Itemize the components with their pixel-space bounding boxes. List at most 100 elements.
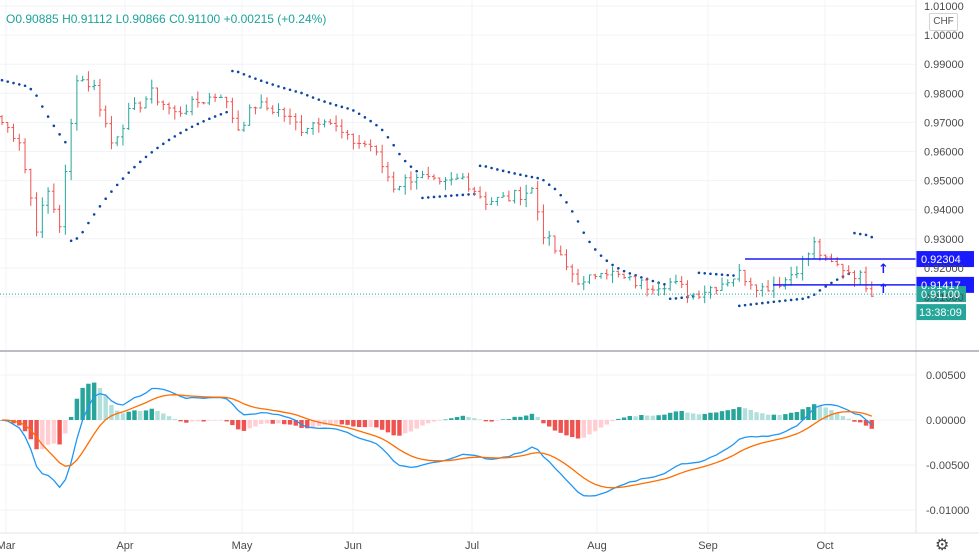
macd-histogram-bar	[270, 420, 275, 424]
psar-dot	[282, 86, 286, 90]
psar-dot	[864, 233, 868, 237]
macd-histogram-bar	[627, 415, 633, 420]
macd-histogram-bar	[547, 420, 552, 427]
psar-dot	[294, 90, 298, 93]
psar-dot	[64, 140, 67, 144]
psar-dot	[300, 91, 303, 95]
macd-histogram-bar	[80, 387, 85, 420]
macd-histogram-bar	[207, 420, 212, 421]
ohlc-high: H0.91112	[62, 12, 113, 26]
psar-dot	[582, 231, 586, 234]
macd-histogram-bar	[754, 412, 759, 420]
macd-histogram-bar	[126, 411, 131, 420]
psar-dot	[824, 285, 827, 288]
psar-dot	[150, 150, 154, 154]
psar-dot	[761, 301, 764, 305]
psar-dot	[449, 194, 453, 197]
macd-histogram-bar	[500, 419, 506, 420]
macd-histogram-bar	[218, 420, 224, 421]
time-tick-label: Jun	[344, 540, 362, 552]
macd-histogram-bar	[143, 410, 149, 420]
macd-line	[1, 387, 873, 497]
macd-histogram-bar	[408, 420, 414, 432]
psar-dot	[789, 298, 793, 302]
psar-dot	[853, 231, 856, 235]
macd-histogram-bar	[449, 418, 454, 420]
macd-histogram-bar	[598, 420, 604, 428]
signal-line	[1, 394, 873, 489]
macd-histogram-bar	[109, 404, 114, 420]
macd-histogram-bar	[771, 414, 777, 420]
macd-histogram-bar	[172, 419, 177, 420]
countdown-label: 13:38:09	[919, 307, 962, 319]
macd-histogram-bar	[184, 420, 189, 423]
macd-histogram-bar	[68, 416, 74, 420]
macd-histogram-bar	[667, 412, 673, 420]
macd-histogram-bar	[63, 420, 68, 434]
psar-dot	[288, 88, 292, 92]
ohlc-close: C0.91100	[169, 12, 221, 26]
psar-dot	[248, 75, 251, 78]
psar-dot	[737, 304, 741, 308]
macd-histogram-bar	[650, 415, 656, 420]
ohlc-change: +0.00215 (+0.24%)	[223, 12, 327, 26]
psar-dot	[507, 170, 511, 174]
psar-dot	[363, 116, 367, 119]
macd-histogram-bar	[454, 417, 460, 420]
macd-histogram-bar	[644, 415, 650, 420]
macd-histogram-bar	[581, 420, 586, 438]
macd-histogram-bar	[483, 420, 489, 422]
macd-histogram-bar	[368, 420, 373, 427]
macd-histogram-bar	[195, 420, 201, 422]
time-tick-label: Sep	[698, 540, 718, 552]
macd-histogram-bar	[40, 420, 45, 450]
psar-dot	[807, 295, 810, 299]
macd-histogram-bar	[783, 414, 788, 420]
psar-dot	[29, 87, 33, 91]
macd-histogram-bar	[45, 420, 51, 445]
macd-histogram-bar	[806, 407, 811, 420]
macd-histogram-bar	[132, 410, 137, 420]
macd-histogram-bar	[264, 420, 270, 424]
psar-dot	[46, 115, 50, 118]
macd-histogram-bar	[518, 416, 523, 420]
psar-dot	[121, 177, 125, 180]
psar-dot	[732, 274, 735, 277]
gear-icon[interactable]: ⚙	[935, 537, 950, 554]
price-tick-label: 0.94000	[924, 205, 964, 217]
macd-histogram-bar	[817, 405, 823, 420]
macd-histogram-bar	[351, 420, 356, 427]
psar-dot	[576, 220, 580, 223]
psar-dot	[593, 248, 597, 251]
psar-dot	[219, 112, 223, 116]
macd-histogram-bar	[166, 416, 172, 420]
macd-histogram-bar	[523, 415, 529, 420]
psar-dot	[565, 201, 568, 204]
macd-histogram-bar	[472, 418, 477, 420]
macd-histogram-bar	[276, 420, 281, 424]
macd-histogram-bar	[800, 409, 805, 420]
psar-dot	[640, 276, 643, 279]
macd-histogram-bar	[823, 407, 828, 420]
psar-dot	[317, 98, 321, 101]
macd-tick-label: 0.00000	[926, 415, 966, 427]
macd-histogram-bar	[414, 420, 419, 429]
psar-dot	[553, 187, 557, 191]
psar-dot	[478, 164, 482, 168]
macd-histogram-bar	[259, 420, 264, 424]
price-tick-label: 1.01000	[924, 1, 964, 13]
macd-histogram-bar	[564, 420, 569, 436]
macd-histogram-bar	[679, 410, 684, 420]
macd-histogram-bar	[253, 420, 258, 427]
psar-dot	[663, 282, 666, 286]
psar-dot	[628, 272, 632, 275]
last-price-label: 0.91100	[921, 289, 960, 301]
psar-dot	[202, 119, 205, 123]
macd-histogram-bar	[633, 416, 638, 420]
currency-badge[interactable]: CHF	[929, 13, 958, 31]
psar-dot	[536, 176, 539, 180]
macd-histogram-bar	[863, 420, 869, 426]
macd-histogram-bar	[656, 415, 661, 420]
macd-histogram-bar	[241, 420, 247, 431]
